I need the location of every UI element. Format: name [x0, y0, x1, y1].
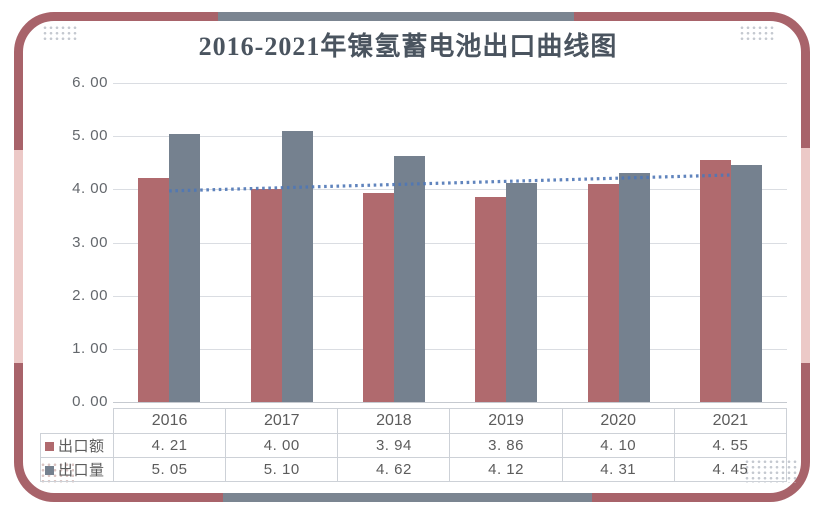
y-axis-tick-label: 5. 00 — [72, 127, 108, 144]
frame-accent-left-pink — [14, 150, 23, 363]
dot-grid-decoration-top-right — [739, 25, 775, 42]
series-legend-cell-出口量: 出口量 — [40, 457, 114, 482]
y-axis-tick-label: 4. 00 — [72, 180, 108, 197]
frame-accent-top-gray — [218, 12, 574, 21]
series-legend-cell-出口额: 出口额 — [40, 433, 114, 458]
year-header-2018: 2018 — [337, 408, 451, 434]
value-cell-出口量-2019: 4. 12 — [449, 457, 563, 482]
gridline-y-0 — [113, 402, 787, 403]
gridline-y-1 — [113, 349, 787, 350]
legend-swatch-icon — [45, 465, 54, 475]
value-cell-出口额-2016: 4. 21 — [112, 433, 227, 458]
bar-出口量-2018 — [394, 156, 425, 402]
year-header-2016: 2016 — [112, 408, 227, 434]
table-corner-cell — [41, 409, 114, 434]
bar-出口额-2018 — [363, 193, 394, 402]
value-cell-出口量-2020: 4. 31 — [561, 457, 675, 482]
value-cell-出口量-2021: 4. 45 — [673, 457, 788, 482]
value-cell-出口额-2020: 4. 10 — [561, 433, 675, 458]
gridline-y-2 — [113, 296, 787, 297]
legend-swatch-icon — [45, 441, 54, 451]
bar-出口量-2020 — [619, 173, 650, 402]
dot-grid-decoration-top-left — [42, 25, 78, 42]
value-cell-出口量-2018: 4. 62 — [337, 457, 451, 482]
chart-title: 2016-2021年镍氢蓄电池出口曲线图 — [198, 32, 618, 61]
frame-accent-bottom-gray — [223, 493, 592, 502]
bar-出口量-2017 — [282, 131, 313, 402]
frame-accent-right-pink — [801, 148, 810, 363]
bar-出口额-2020 — [588, 184, 619, 402]
year-header-2021: 2021 — [673, 408, 788, 434]
bar-出口量-2019 — [506, 183, 537, 402]
gridline-y-3 — [113, 243, 787, 244]
value-cell-出口额-2019: 3. 86 — [449, 433, 563, 458]
data-value-table: 2016 2017 2018 2019 2020 2021 出口额 4. 21 4. 00 3. … — [40, 408, 788, 482]
value-cell-出口额-2017: 4. 00 — [225, 433, 339, 458]
bar-出口额-2016 — [138, 178, 169, 402]
bar-出口量-2016 — [169, 134, 200, 402]
bar-出口额-2021 — [700, 160, 731, 402]
y-axis-tick-label: 2. 00 — [72, 287, 108, 304]
gridline-y-4 — [113, 189, 787, 190]
value-cell-出口额-2021: 4. 55 — [673, 433, 788, 458]
gridline-y-5 — [113, 136, 787, 137]
bar-出口额-2017 — [251, 189, 282, 402]
bar-出口量-2021 — [731, 165, 762, 402]
y-axis-tick-label: 0. 00 — [72, 393, 108, 410]
value-cell-出口量-2016: 5. 05 — [112, 457, 227, 482]
bar-出口额-2019 — [475, 197, 506, 402]
year-header-2017: 2017 — [225, 408, 339, 434]
gridline-y-6 — [113, 83, 787, 84]
value-cell-出口量-2017: 5. 10 — [225, 457, 339, 482]
y-axis-tick-label: 3. 00 — [72, 234, 108, 251]
y-axis-tick-label: 6. 00 — [72, 74, 108, 91]
year-header-2019: 2019 — [449, 408, 563, 434]
value-cell-出口额-2018: 3. 94 — [337, 433, 451, 458]
year-header-2020: 2020 — [561, 408, 675, 434]
y-axis-tick-label: 1. 00 — [72, 340, 108, 357]
